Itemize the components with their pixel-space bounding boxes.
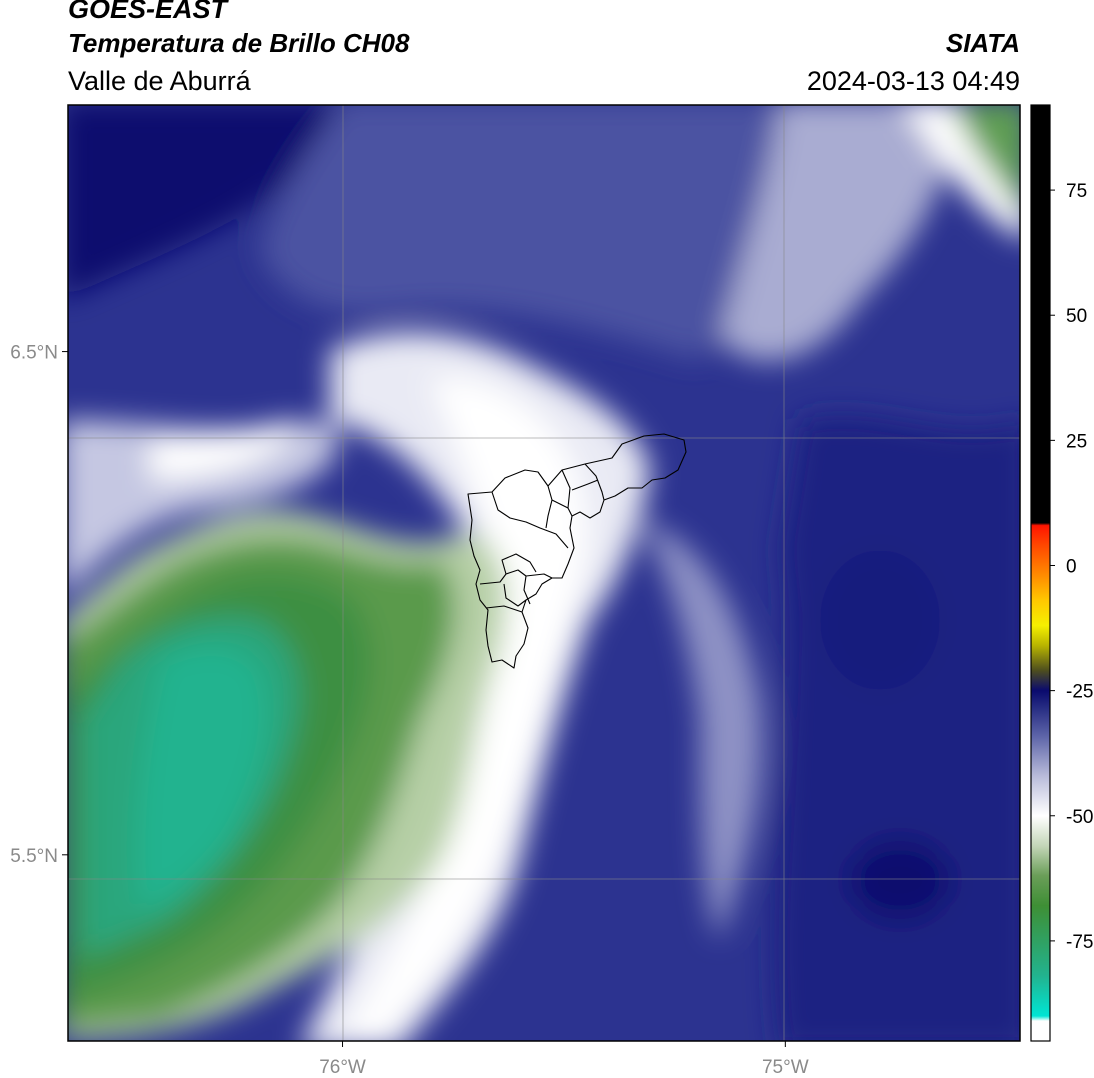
municipality-line	[503, 583, 527, 607]
colorbar-frame	[1030, 104, 1051, 1042]
municipality-line	[525, 573, 553, 579]
colorbar-tick-label: 75	[1066, 181, 1087, 202]
municipality-line	[491, 491, 569, 549]
colorbar: 75 50 25 0 -25 -50 -75	[1030, 104, 1093, 1042]
colorbar-tick-label: -75	[1066, 932, 1093, 953]
colorbar-tick-label: -50	[1066, 807, 1093, 828]
gridlines	[68, 105, 1020, 1041]
colorbar-tick-label: -25	[1066, 682, 1093, 703]
brightness-temperature-field	[68, 105, 1020, 1041]
lon-tick-label: 76°W	[319, 1057, 366, 1078]
municipality-line	[551, 499, 569, 509]
municipality-line	[485, 605, 523, 613]
lat-tick-label: 6.5°N	[10, 343, 58, 364]
valle-aburra-outline	[467, 433, 687, 669]
product-title: Temperatura de Brillo CH08	[68, 28, 410, 58]
municipality-line	[571, 479, 599, 491]
municipality-line	[545, 485, 553, 529]
municipality-line	[479, 569, 531, 605]
organization-title: SIATA	[945, 28, 1020, 58]
municipality-boundaries	[467, 433, 687, 669]
municipality-line	[561, 469, 573, 517]
municipality-line	[501, 553, 537, 575]
map-frame	[67, 104, 1021, 1042]
colorbar-tick-label: 0	[1066, 556, 1077, 577]
datetime-title: 2024-03-13 04:49	[806, 66, 1020, 96]
colorbar-tick-label: 25	[1066, 431, 1087, 452]
axis-labels: 6.5°N 5.5°N 76°W 75°W	[10, 343, 808, 1078]
colorbar-gradient	[1031, 105, 1050, 1041]
municipality-line	[584, 463, 605, 501]
lat-tick-label: 5.5°N	[10, 846, 58, 867]
lon-tick-label: 75°W	[762, 1057, 809, 1078]
region-title: Valle de Aburrá	[68, 66, 251, 96]
colorbar-tick-label: 50	[1066, 306, 1087, 327]
title-block: GOES-EAST Temperatura de Brillo CH08 Val…	[68, 0, 1020, 104]
satellite-title: GOES-EAST	[68, 0, 228, 24]
